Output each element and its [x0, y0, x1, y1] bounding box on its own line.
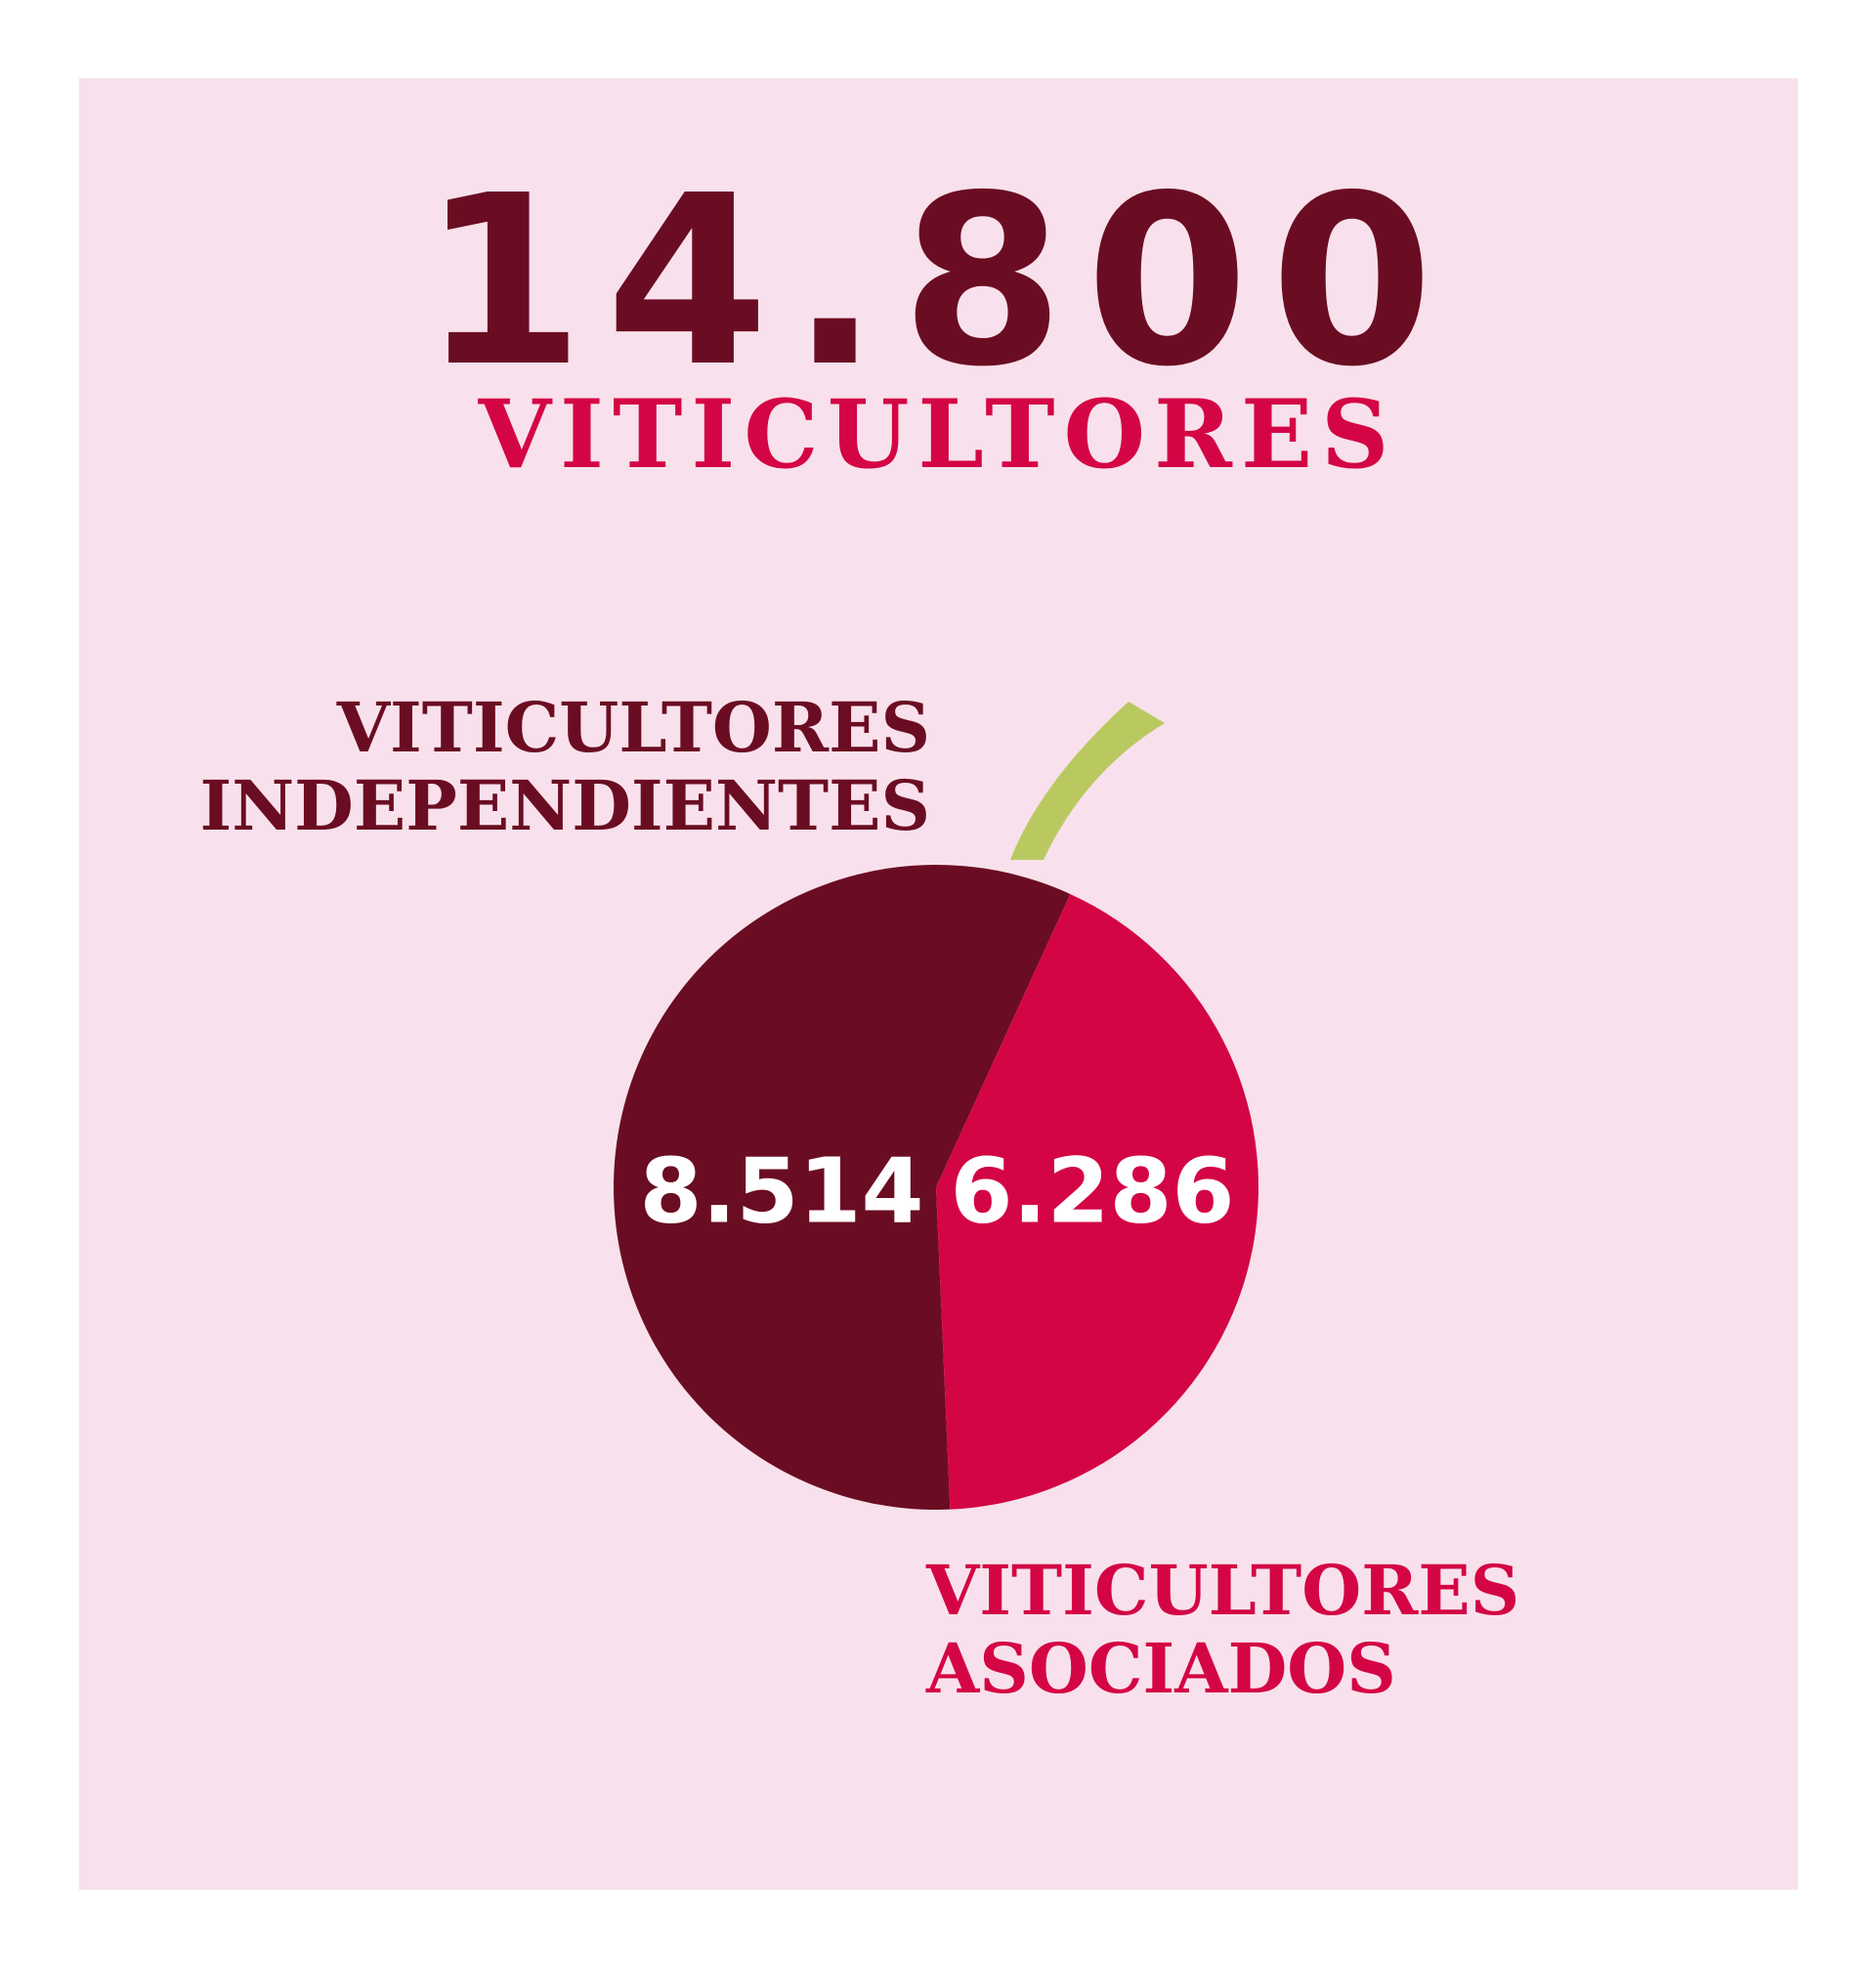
pie-slice-independientes [613, 865, 1071, 1510]
label-independientes: VITICULTORES INDEPENDIENTES [199, 689, 930, 845]
label-asociados-line-2: ASOCIADOS [926, 1628, 1396, 1709]
label-independientes-line-2: INDEPENDIENTES [199, 765, 930, 846]
total-viticultores-number: 14.800 [420, 145, 1456, 418]
pie-value-labels: 8.514 6.286 [639, 1138, 1234, 1243]
pie-value-independientes: 8.514 [639, 1138, 923, 1243]
pie-slice-asociados [936, 893, 1258, 1510]
pie-slices [613, 865, 1258, 1510]
total-viticultores-label: VITICULTORES [478, 379, 1398, 490]
grape-stem [1010, 702, 1165, 860]
label-asociados-line-1: VITICULTORES [926, 1550, 1520, 1631]
label-independientes-line-1: VITICULTORES [336, 687, 930, 768]
label-asociados: VITICULTORES ASOCIADOS [926, 1552, 1519, 1708]
pie-value-asociados: 6.286 [950, 1138, 1234, 1243]
